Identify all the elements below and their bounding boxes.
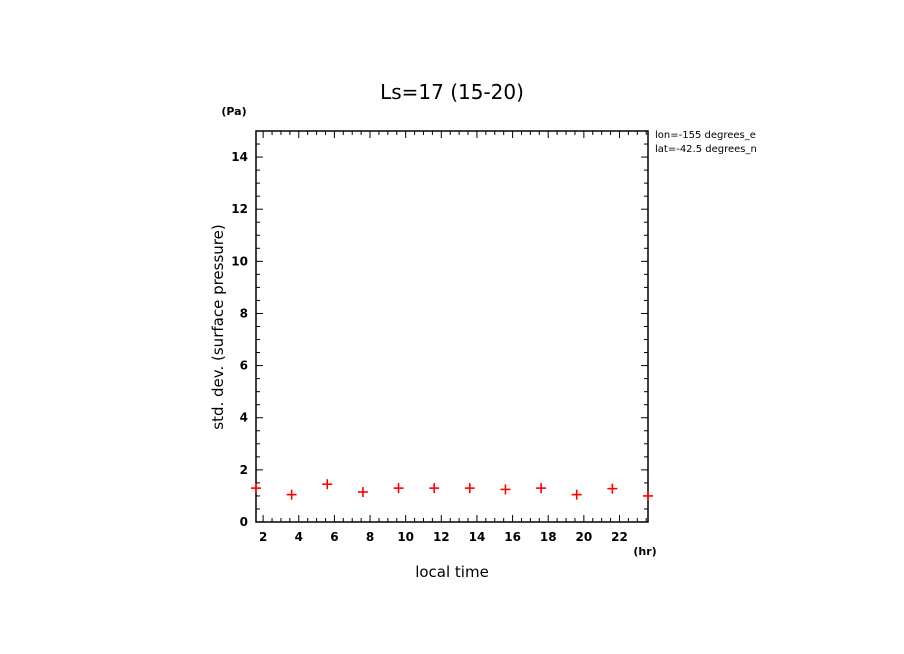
data-point	[536, 483, 547, 494]
plot-frame	[255, 130, 649, 523]
data-point	[357, 487, 368, 498]
data-point	[251, 483, 261, 494]
x-tick-label: 10	[397, 530, 414, 544]
y-tick-label: 2	[240, 463, 248, 477]
data-point	[607, 483, 618, 494]
x-tick-label: 2	[259, 530, 267, 544]
x-tick-label: 20	[576, 530, 593, 544]
y-axis-title: std. dev. (surface pressure)	[209, 224, 227, 429]
data-point	[643, 490, 653, 501]
x-unit-label: (hr)	[633, 545, 656, 558]
data-point	[464, 483, 475, 494]
x-tick-label: 14	[469, 530, 486, 544]
data-points	[251, 479, 653, 501]
x-tick-label: 8	[366, 530, 374, 544]
x-tick-label: 6	[330, 530, 338, 544]
y-tick-label: 4	[240, 411, 248, 425]
y-tick-label: 6	[240, 359, 248, 373]
x-tick-label: 18	[540, 530, 557, 544]
data-point	[429, 483, 440, 494]
x-axis-title: local time	[415, 563, 489, 581]
lat-annotation: lat=-42.5 degrees_n	[655, 144, 757, 155]
data-point	[286, 489, 297, 500]
y-tick-label: 0	[240, 515, 248, 529]
data-point	[500, 484, 511, 495]
x-tick-label: 16	[504, 530, 521, 544]
data-point	[393, 483, 404, 494]
y-tick-label: 12	[231, 202, 248, 216]
y-tick-label: 10	[231, 254, 248, 268]
chart-title: Ls=17 (15-20)	[380, 80, 524, 104]
y-unit-label: (Pa)	[221, 105, 246, 118]
data-point	[571, 489, 582, 500]
x-tick-label: 12	[433, 530, 450, 544]
y-tick-label: 14	[231, 150, 248, 164]
x-tick-label: 4	[295, 530, 303, 544]
y-tick-label: 8	[240, 306, 248, 320]
lon-annotation: lon=-155 degrees_e	[655, 130, 756, 141]
x-tick-label: 22	[611, 530, 628, 544]
data-point	[322, 479, 333, 490]
